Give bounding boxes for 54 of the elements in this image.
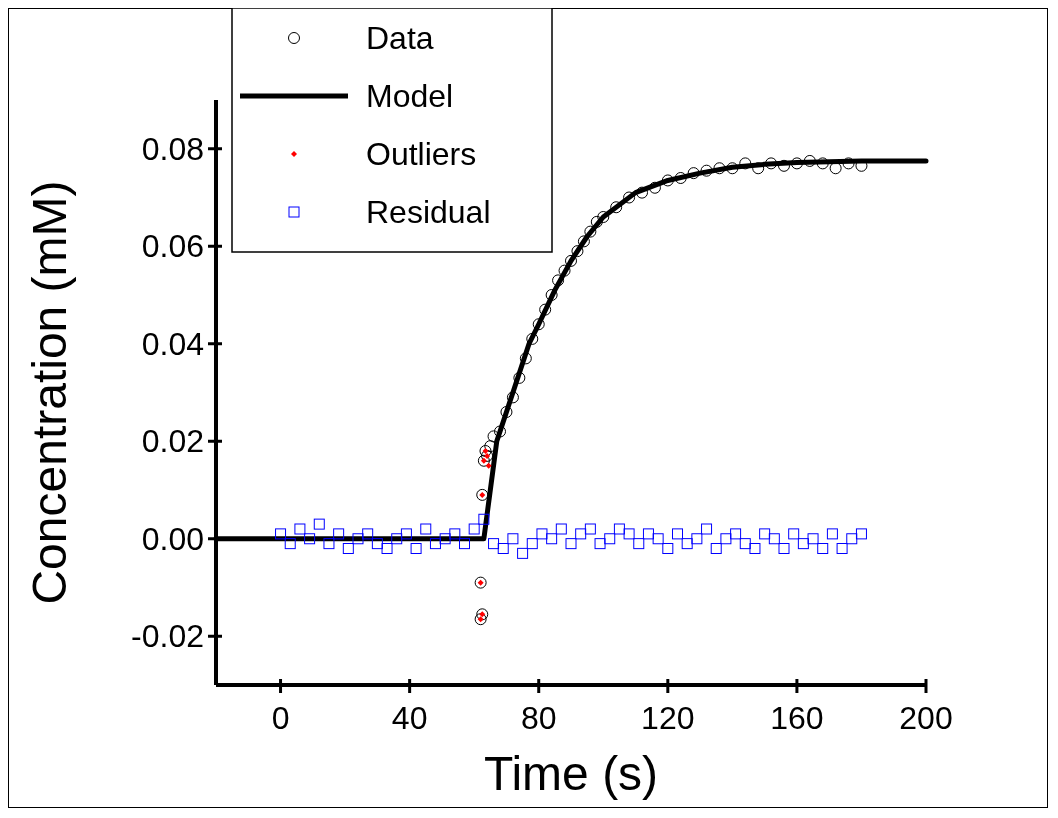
point xyxy=(539,303,552,316)
point xyxy=(545,289,558,301)
legend-label: Data xyxy=(366,20,434,57)
point xyxy=(700,164,713,177)
y-tick-label: 0.00 xyxy=(141,520,204,557)
point xyxy=(816,157,829,170)
point xyxy=(494,425,506,438)
point xyxy=(661,174,674,187)
point xyxy=(648,181,661,194)
point xyxy=(526,332,539,345)
legend-label: Outliers xyxy=(366,136,477,173)
point xyxy=(765,157,778,170)
point xyxy=(778,159,790,172)
point xyxy=(558,264,571,277)
point xyxy=(610,201,623,214)
point xyxy=(577,235,590,248)
y-tick-label: 0.04 xyxy=(141,325,204,362)
point xyxy=(485,462,492,469)
x-tick-label: 120 xyxy=(641,700,695,736)
y-tick-label: 0.08 xyxy=(141,130,204,167)
y-axis-title: Concentration (mM) xyxy=(23,180,76,605)
point xyxy=(687,167,700,180)
y-tick-label: 0.02 xyxy=(141,423,204,460)
point xyxy=(636,186,648,199)
point xyxy=(571,245,584,258)
x-tick-label: 200 xyxy=(899,700,953,736)
y-tick-label: 0.06 xyxy=(141,228,204,265)
point xyxy=(713,162,726,175)
x-axis-title: Time (s) xyxy=(483,747,659,800)
point xyxy=(597,211,610,223)
point xyxy=(623,191,636,204)
point xyxy=(803,154,816,167)
x-tick-label: 0 xyxy=(271,700,290,736)
point xyxy=(674,172,687,184)
point xyxy=(500,406,513,418)
y-tick-label: -0.02 xyxy=(131,618,204,655)
point xyxy=(752,162,765,175)
point xyxy=(790,157,803,170)
x-tick-label: 40 xyxy=(391,700,428,736)
point xyxy=(552,274,565,287)
point xyxy=(506,391,519,404)
point xyxy=(584,225,597,238)
point xyxy=(565,254,577,267)
point xyxy=(590,215,603,228)
point xyxy=(842,157,855,170)
point xyxy=(519,352,532,365)
point xyxy=(513,371,526,384)
legend-label: Residual xyxy=(366,194,491,231)
point xyxy=(739,157,752,170)
point xyxy=(532,318,545,331)
x-tick-label: 160 xyxy=(770,700,824,736)
point xyxy=(726,162,739,175)
legend-label: Model xyxy=(366,78,454,115)
x-tick-label: 80 xyxy=(520,700,557,736)
